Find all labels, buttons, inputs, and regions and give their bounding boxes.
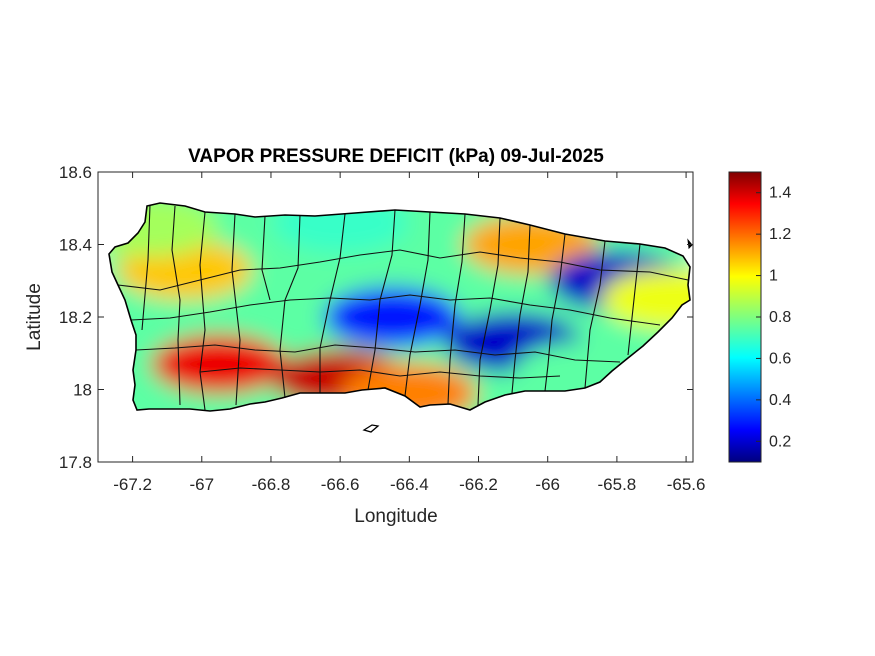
x-tick-label: -66.6 (321, 475, 360, 494)
x-tick-label: -66.2 (459, 475, 498, 494)
region-east-coast (600, 268, 690, 329)
chart-title: VAPOR PRESSURE DEFICIT (kPa) 09-Jul-2025 (188, 146, 604, 167)
x-axis-label: Longitude (354, 506, 437, 527)
x-tick-label: -65.6 (667, 475, 706, 494)
y-tick-label: 17.8 (59, 453, 92, 472)
y-tick-label: 18.6 (59, 163, 92, 182)
x-tick-label: -67 (189, 475, 214, 494)
x-axis-ticks: -67.2 -67 -66.8 -66.6 -66.4 -66.2 -66 -65.8 -65.… (113, 172, 705, 494)
colorbar-tick-label: 0.6 (769, 350, 791, 367)
caja-de-muertos-islet (362, 424, 380, 433)
colorbar-tick-label: 1.2 (769, 226, 791, 243)
x-tick-label: -67.2 (113, 475, 152, 494)
y-tick-label: 18 (73, 381, 92, 400)
x-tick-label: -66 (535, 475, 560, 494)
region-central-mountains (324, 287, 461, 347)
municipality-borders (117, 204, 689, 411)
colorbar (728, 171, 762, 463)
colorbar-tick-label: 1 (769, 268, 778, 285)
x-tick-label: -65.8 (598, 475, 637, 494)
y-tick-label: 18.4 (59, 236, 92, 255)
region-southwest-coast (151, 334, 288, 395)
colorbar-tick-label: 0.4 (769, 392, 791, 409)
x-tick-label: -66.8 (252, 475, 291, 494)
y-tick-label: 18.2 (59, 308, 92, 327)
x-tick-label: -66.4 (390, 475, 429, 494)
y-axis-ticks: 17.8 18 18.2 18.4 18.6 (59, 163, 693, 472)
colorbar-tick-label: 1.4 (769, 185, 791, 202)
colorbar-ticks: 0.2 0.4 0.6 0.8 1 1.2 1.4 (756, 185, 791, 450)
y-axis-label: Latitude (24, 283, 45, 351)
colorbar-tick-label: 0.8 (769, 309, 791, 326)
colorbar-tick-label: 0.2 (769, 433, 791, 450)
